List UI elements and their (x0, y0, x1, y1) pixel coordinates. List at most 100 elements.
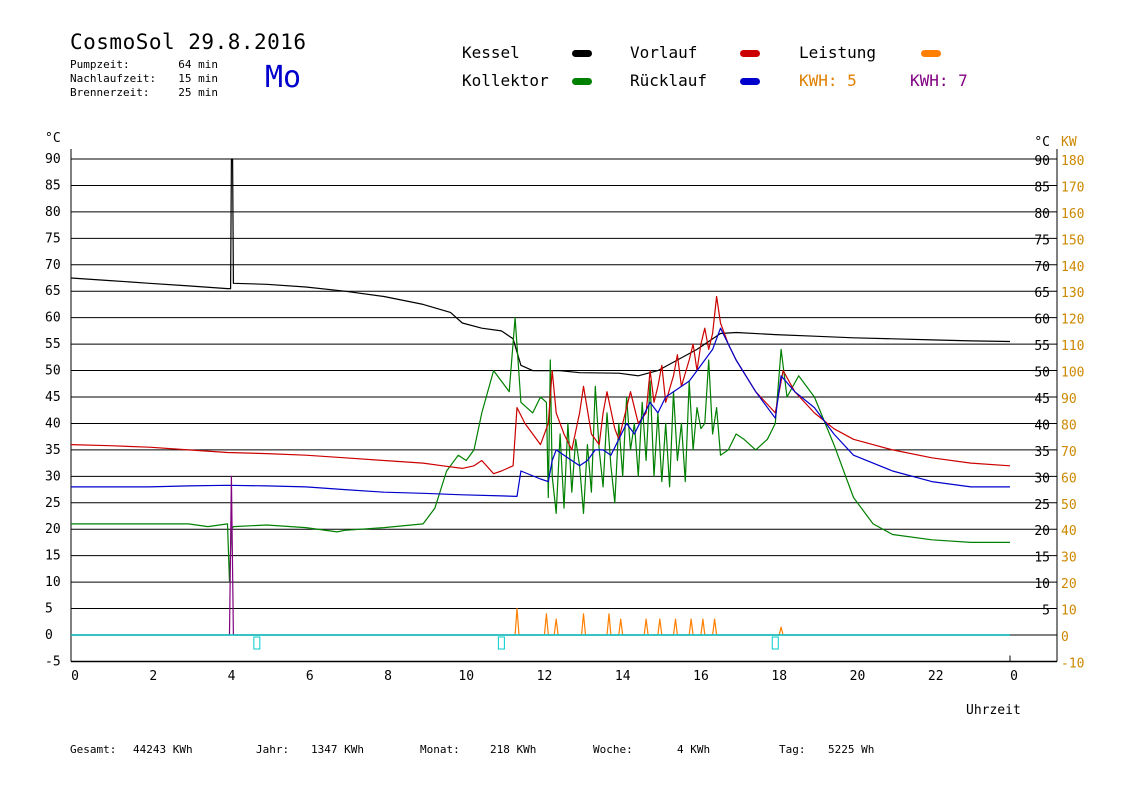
x-tick-label: 2 (149, 669, 157, 684)
y-tick-right-kw: 160 (1061, 207, 1084, 222)
y-tick-right-c: 20 (1034, 524, 1050, 539)
x-tick-label: 14 (615, 669, 631, 684)
brennerzeit-value: 25 min (178, 86, 218, 99)
y-tick-right-kw: 50 (1061, 498, 1077, 513)
y-tick-left: 35 (45, 443, 61, 458)
y-tick-right-kw: 100 (1061, 366, 1084, 381)
legend-kwh-a: KWH: 5 (799, 71, 857, 90)
nachlaufzeit-label: Nachlaufzeit: (70, 72, 157, 85)
legend-kollektor-swatch (572, 78, 592, 85)
y-tick-right-kw: 110 (1061, 339, 1084, 354)
chart-markers (71, 634, 1010, 650)
x-tick-label: 0 (71, 669, 79, 684)
y-tick-right-c: 50 (1034, 366, 1050, 381)
x-tick-label: 20 (850, 669, 866, 684)
y-tick-left: 70 (45, 258, 61, 273)
y-unit-left: °C (45, 131, 61, 146)
legend-vorlauf-label: Vorlauf (630, 43, 698, 62)
y-tick-right-c: 35 (1034, 445, 1050, 460)
legend-kwh-b: KWH: 7 (910, 71, 968, 90)
legend-ruecklauf-swatch (740, 78, 760, 85)
y-tick-left: 20 (45, 522, 61, 537)
legend-kessel-swatch (572, 50, 592, 57)
x-tick-label: 0 (1010, 669, 1018, 684)
nachlaufzeit-value: 15 min (178, 72, 218, 85)
y-tick-right-kw: 90 (1061, 392, 1077, 407)
y-tick-right-kw: 150 (1061, 233, 1084, 248)
monat-value: 218 KWh (490, 743, 537, 756)
x-tick-label: 6 (306, 669, 314, 684)
series-line-4 (71, 608, 1010, 636)
y-tick-left: 10 (45, 575, 61, 590)
y-tick-right-kw: 180 (1061, 154, 1084, 169)
x-tick-label: 18 (771, 669, 787, 684)
y-tick-right-kw: 10 (1061, 604, 1077, 619)
y-tick-left: -5 (45, 654, 61, 669)
y-tick-right-c: 40 (1034, 418, 1050, 433)
legend-ruecklauf-label: Rücklauf (630, 71, 708, 90)
y-tick-left: 45 (45, 390, 61, 405)
y-tick-right-c: 70 (1034, 260, 1050, 275)
x-tick-label: 4 (228, 669, 236, 684)
series-line-1 (71, 317, 1010, 583)
y-tick-right-c: 60 (1034, 313, 1050, 328)
x-tick-label: 8 (384, 669, 392, 684)
tag-value: 5225 Wh (828, 743, 875, 756)
y-tick-right-c: 45 (1034, 392, 1050, 407)
y-tick-left: 90 (45, 152, 61, 167)
chart-title: CosmoSol 29.8.2016 (70, 30, 307, 54)
monat-label: Monat: (420, 743, 460, 756)
y-tick-left: 30 (45, 469, 61, 484)
y-tick-right-c: 5 (1042, 604, 1050, 619)
y-tick-right-kw: -10 (1061, 656, 1084, 671)
series-line-0 (70, 158, 1011, 377)
x-tick-label: 10 (458, 669, 474, 684)
y-tick-right-kw: 140 (1061, 260, 1084, 275)
legend-kessel-label: Kessel (462, 43, 520, 62)
jahr-value: 1347 KWh (311, 743, 364, 756)
y-tick-right-c: 90 (1034, 154, 1050, 169)
y-tick-left: 75 (45, 231, 61, 246)
y-tick-left: 85 (45, 178, 61, 193)
legend-leistung-swatch (921, 50, 941, 57)
y-tick-right-c: 55 (1034, 339, 1050, 354)
y-tick-left: 55 (45, 337, 61, 352)
time-marker (771, 636, 779, 650)
woche-label: Woche: (593, 743, 633, 756)
y-tick-right-kw: 0 (1061, 630, 1069, 645)
y-tick-right-c: 25 (1034, 498, 1050, 513)
y-tick-right-kw: 20 (1061, 577, 1077, 592)
time-marker (497, 636, 505, 650)
y-tick-right-kw: 80 (1061, 418, 1077, 433)
x-axis-label: Uhrzeit (966, 703, 1021, 718)
y-tick-right-c: 15 (1034, 551, 1050, 566)
y-tick-right-kw: 170 (1061, 180, 1084, 195)
legend-vorlauf-swatch (740, 50, 760, 57)
y-tick-right-c: 30 (1034, 471, 1050, 486)
legend-kollektor-label: Kollektor (462, 71, 549, 90)
weekday-label: Mo (265, 60, 302, 95)
y-tick-left: 80 (45, 205, 61, 220)
y-tick-left: 5 (45, 602, 53, 617)
chart-tick-labels: -5051015202530354045505560657075808590°C… (45, 131, 1084, 718)
y-tick-right-kw: 70 (1061, 445, 1077, 460)
y-tick-right-kw: 120 (1061, 313, 1084, 328)
series-line-3 (71, 327, 1010, 497)
tag-label: Tag: (779, 743, 806, 756)
chart-grid (71, 158, 1057, 636)
y-tick-right-c: 85 (1034, 180, 1050, 195)
x-tick-label: 12 (537, 669, 553, 684)
brennerzeit-label: Brennerzeit: (70, 86, 150, 99)
y-tick-right-c: 80 (1034, 207, 1050, 222)
woche-value: 4 KWh (677, 743, 711, 756)
gesamt-value: 44243 KWh (133, 743, 193, 756)
y-tick-left: 15 (45, 549, 61, 564)
pumpzeit-label: Pumpzeit: (70, 58, 130, 71)
y-tick-right-kw: 130 (1061, 286, 1084, 301)
y-tick-left: 0 (45, 628, 53, 643)
y-tick-right-c: 10 (1034, 577, 1050, 592)
y-tick-right-kw: 30 (1061, 551, 1077, 566)
y-tick-left: 40 (45, 416, 61, 431)
time-marker (253, 636, 261, 650)
